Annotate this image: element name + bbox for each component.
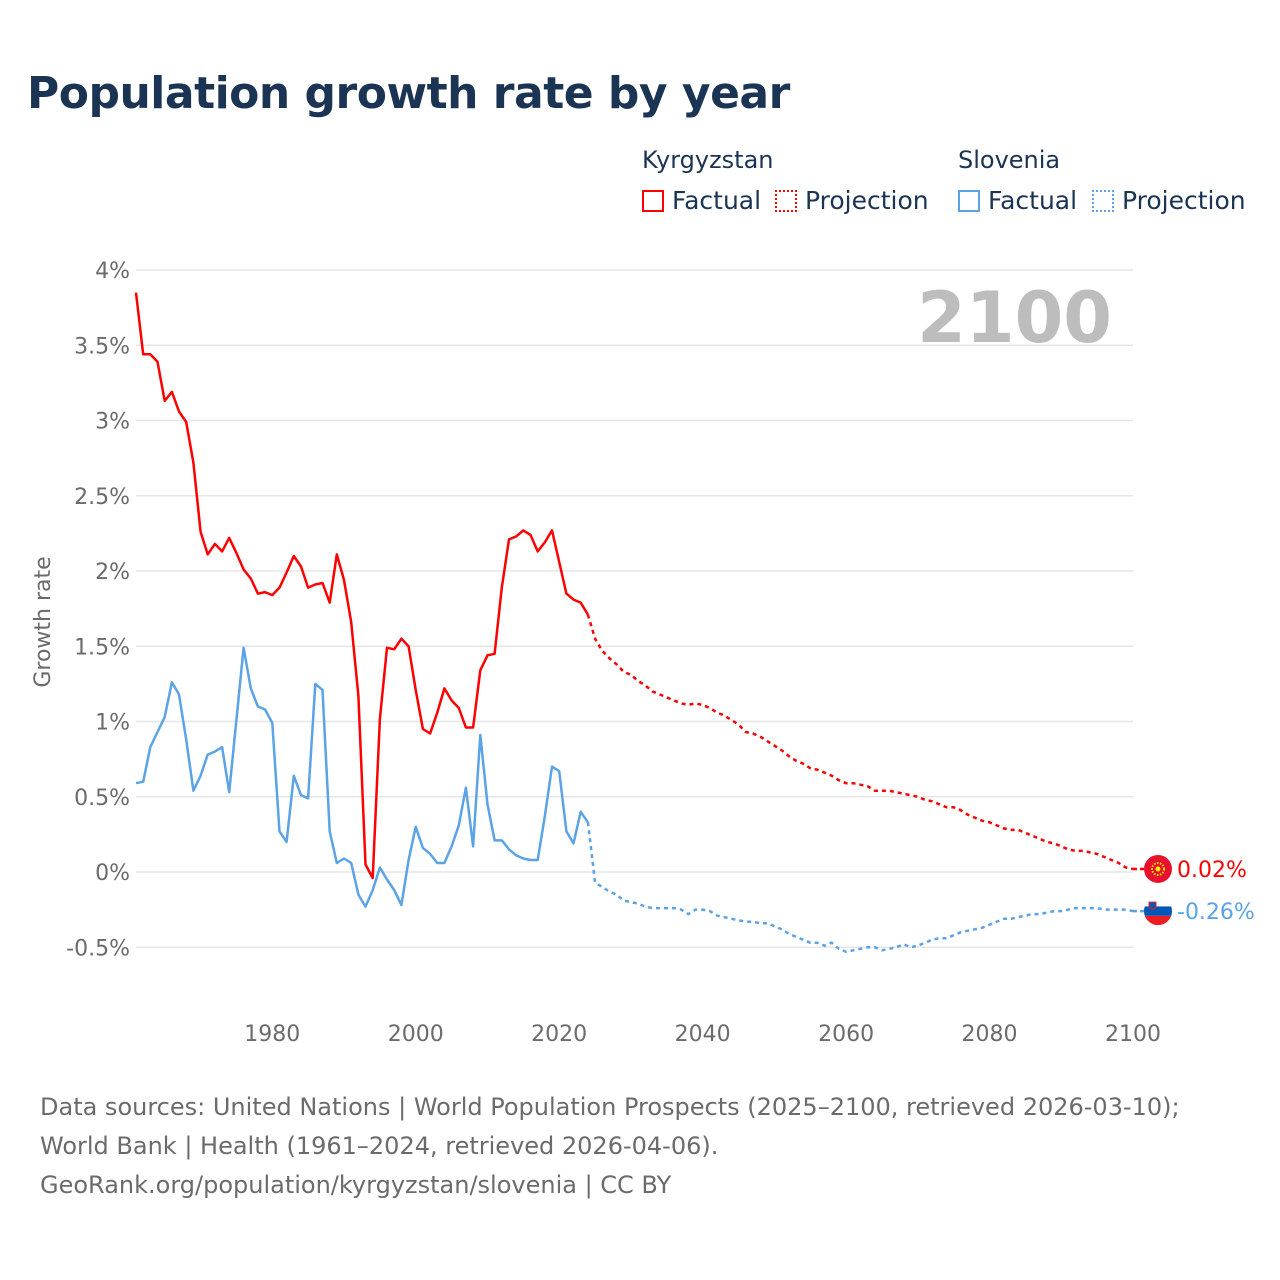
y-tick-label: 1% — [95, 711, 130, 736]
y-tick-label: 3% — [95, 410, 130, 435]
y-axis-label: Growth rate — [31, 556, 56, 687]
y-tick-label: 4% — [95, 259, 130, 284]
x-tick-label: 1980 — [244, 1022, 300, 1047]
legend-kyrgyzstan-projection[interactable]: Projection — [775, 186, 929, 215]
line-slovenia-projection — [586, 822, 1134, 954]
source-line-1: Data sources: United Nations | World Pop… — [40, 1093, 1180, 1160]
line-slovenia-factual — [135, 646, 589, 908]
legend-label: Projection — [1122, 186, 1246, 215]
line-kyrgyzstan-projection — [586, 614, 1134, 871]
y-tick-label: -0.5% — [66, 936, 130, 961]
x-tick-label: 2040 — [675, 1022, 731, 1047]
y-tick-label: 3.5% — [74, 334, 130, 359]
legend-swatch-dotted — [1092, 189, 1114, 212]
legend-slovenia-factual[interactable]: Factual — [958, 186, 1077, 215]
legend-kyrgyzstan-factual[interactable]: Factual — [642, 186, 761, 215]
flag-stripe-blue — [1144, 906, 1172, 916]
x-tick-label: 2080 — [962, 1022, 1018, 1047]
line-kyrgyzstan-factual — [134, 292, 589, 880]
x-tick-label: 2020 — [531, 1022, 587, 1047]
y-tick-label: 0% — [95, 861, 130, 886]
y-tick-label: 2.5% — [74, 485, 130, 510]
year-watermark: 2100 — [917, 277, 1112, 359]
end-label-kyrgyzstan: 0.02% — [1177, 858, 1247, 883]
slovenia-flag-icon — [1144, 897, 1172, 907]
legend-label: Projection — [805, 186, 929, 215]
source-line-2[interactable]: GeoRank.org/population/kyrgyzstan/sloven… — [40, 1171, 672, 1199]
legend-label: Factual — [988, 186, 1078, 215]
legend-country-slovenia: Slovenia — [958, 146, 1061, 174]
flag-shield-icon — [1148, 901, 1157, 910]
chart-title: Population growth rate by year — [27, 68, 790, 119]
end-label-slovenia: -0.26% — [1177, 900, 1255, 925]
flag-sun-center — [1155, 866, 1161, 872]
x-tick-label: 2000 — [388, 1022, 444, 1047]
legend-swatch-solid — [958, 189, 980, 212]
y-tick-label: 0.5% — [74, 786, 130, 811]
flag-sun-icon — [1151, 861, 1165, 876]
x-tick-label: 2100 — [1105, 1022, 1161, 1047]
legend-slovenia-projection[interactable]: Projection — [1092, 186, 1246, 215]
y-tick-label: 2% — [95, 560, 130, 585]
source-note: Data sources: United Nations | World Pop… — [40, 1088, 1240, 1205]
legend-label: Factual — [672, 186, 762, 215]
y-tick-label: 1.5% — [74, 635, 130, 660]
plot-area: 4% 3.5% 3% 2.5% 2% 1.5% 1% 0.5% 0% -0.5% 1980 2000 2… — [31, 259, 1255, 1047]
legend-swatch-dotted — [775, 189, 797, 212]
x-tick-label: 2060 — [818, 1022, 874, 1047]
legend-country-kyrgyzstan: Kyrgyzstan — [642, 146, 774, 174]
legend-swatch-solid — [642, 189, 664, 212]
flag-stripe-red — [1144, 915, 1172, 926]
